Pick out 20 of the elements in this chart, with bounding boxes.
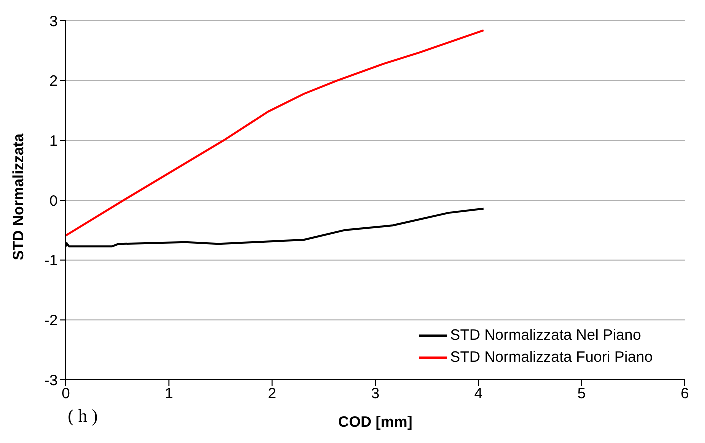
- x-tick-label: 2: [268, 386, 277, 403]
- y-tick-label: 3: [50, 13, 58, 30]
- legend-label: STD Normalizzata Fuori Piano: [450, 348, 653, 368]
- text: ( h ): [68, 406, 98, 427]
- x-tick-label: 1: [164, 386, 174, 403]
- x-tick-label: 6: [680, 386, 690, 403]
- y-axis-title: STD Normalizzata: [10, 133, 28, 260]
- y-tick-label: -2: [44, 312, 58, 330]
- x-tick-label: 5: [578, 386, 586, 403]
- x-tick-label: 3: [371, 386, 380, 403]
- y-tick-label: 0: [50, 192, 58, 210]
- y-tick-label: -1: [44, 252, 58, 270]
- y-tick-label: -3: [44, 372, 58, 390]
- x-axis-title: COD [mm]: [338, 414, 413, 431]
- legend-label: STD Normalizzata Nel Piano: [450, 326, 642, 346]
- y-tick-label: 2: [50, 73, 58, 90]
- x-tick-label: 0: [62, 386, 70, 403]
- x-tick-label: 4: [474, 386, 483, 403]
- line-series: [66, 30, 485, 237]
- y-tick-label: 1: [50, 132, 58, 150]
